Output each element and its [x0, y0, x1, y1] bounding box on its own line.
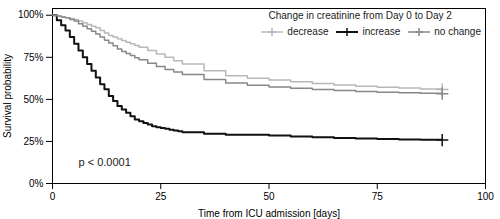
- svg-text:Survival probability: Survival probability: [2, 54, 13, 138]
- svg-text:100: 100: [477, 191, 494, 202]
- svg-text:50: 50: [263, 191, 275, 202]
- svg-text:25%: 25%: [23, 136, 43, 147]
- svg-text:0: 0: [50, 191, 56, 202]
- svg-text:0%: 0%: [29, 178, 44, 189]
- svg-text:75%: 75%: [23, 51, 43, 62]
- svg-text:75: 75: [372, 191, 384, 202]
- html-text:no change: no change: [434, 26, 481, 37]
- svg-text:Time from ICU admission [days]: Time from ICU admission [days]: [198, 208, 340, 219]
- svg-text:25: 25: [155, 191, 167, 202]
- svg-text:100%: 100%: [18, 9, 44, 20]
- svg-text:p < 0.0001: p < 0.0001: [79, 156, 131, 168]
- html-text:decrease: decrease: [287, 26, 329, 37]
- svg-text:50%: 50%: [23, 94, 43, 105]
- html-text:increase: increase: [362, 26, 401, 37]
- html-text:Change in creatinine from Day: Change in creatinine from Day 0 to Day 2: [268, 10, 452, 21]
